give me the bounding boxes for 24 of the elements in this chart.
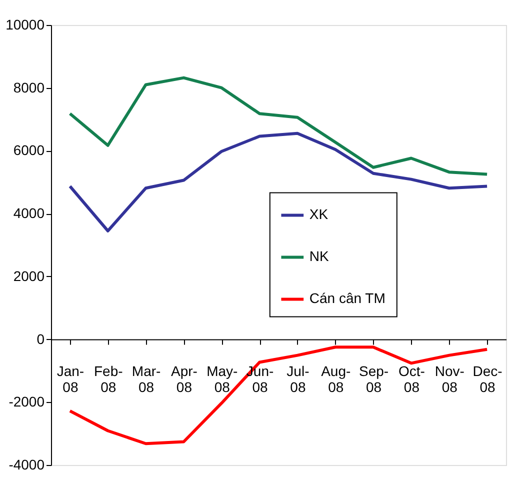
legend-label: Cán cân TM bbox=[309, 290, 386, 306]
y-tick-label: -4000 bbox=[8, 456, 45, 472]
legend-label: NK bbox=[309, 248, 330, 264]
x-tick-label: Nov-08 bbox=[434, 362, 465, 395]
x-tick-label: Aug-08 bbox=[321, 362, 351, 395]
x-tick-label: May-08 bbox=[206, 362, 238, 395]
x-tick-label: Dec-08 bbox=[472, 362, 503, 395]
x-tick-label: Jan-08 bbox=[56, 362, 84, 395]
y-tick-label: 0 bbox=[36, 330, 45, 347]
x-tick-label: Apr-08 bbox=[170, 362, 198, 395]
y-tick-label: 4000 bbox=[13, 205, 45, 222]
x-tick-label: Feb-08 bbox=[94, 362, 124, 395]
x-tick-label: Sep-08 bbox=[359, 362, 389, 395]
x-tick-label: Jul-08 bbox=[286, 362, 310, 395]
x-tick-label: Oct-08 bbox=[398, 362, 426, 395]
y-tick-label: 2000 bbox=[13, 268, 45, 284]
x-tick-label: Mar-08 bbox=[132, 362, 162, 395]
y-tick-label: 6000 bbox=[13, 142, 45, 158]
line-series bbox=[68, 76, 489, 176]
y-tick-label: 10000 bbox=[6, 16, 45, 32]
y-tick-label: 8000 bbox=[13, 79, 45, 96]
y-tick-label: -2000 bbox=[8, 394, 45, 410]
line-series bbox=[68, 132, 489, 232]
legend-label: XK bbox=[309, 206, 329, 222]
